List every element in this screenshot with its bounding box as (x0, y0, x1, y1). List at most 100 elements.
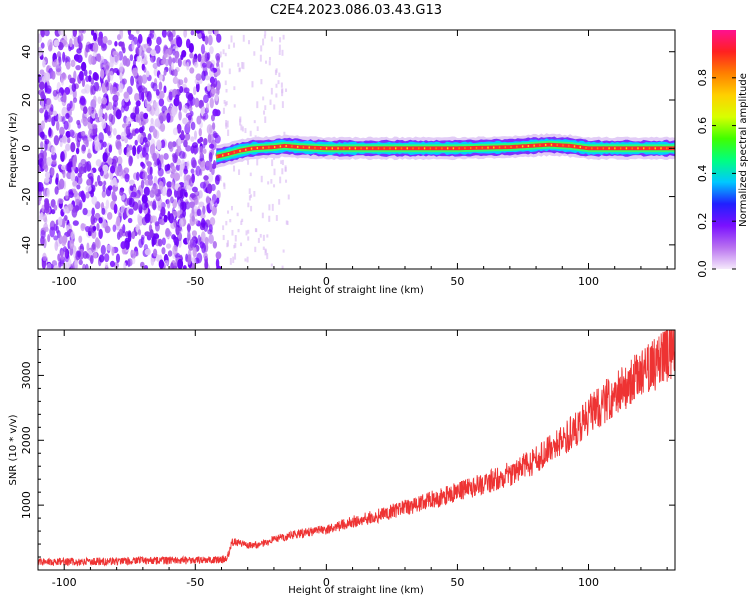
noise-blob (44, 177, 50, 183)
noise-blob (140, 236, 145, 246)
noise-blob (101, 82, 106, 93)
signal-peak (314, 146, 316, 149)
noise-blob (93, 32, 98, 42)
noise-blob (48, 127, 52, 137)
noise-blob (100, 68, 105, 79)
noise-blob (141, 57, 145, 64)
noise-speckle (275, 215, 278, 221)
noise-blob (76, 184, 81, 190)
noise-blob (86, 178, 92, 186)
signal-peak (481, 146, 483, 149)
noise-blob (106, 124, 111, 135)
signal-peak (470, 147, 472, 150)
noise-blob (39, 131, 45, 138)
noise-blob (40, 141, 44, 149)
noise-speckle (277, 80, 280, 85)
noise-blob (209, 200, 213, 211)
noise-blob (69, 38, 73, 48)
noise-blob (207, 173, 214, 183)
noise-blob (156, 254, 160, 262)
noise-speckle (254, 228, 257, 232)
noise-blob (82, 207, 88, 216)
noise-blob (134, 139, 138, 146)
noise-blob (208, 143, 215, 149)
noise-blob (183, 107, 188, 114)
noise-speckle (279, 37, 282, 43)
noise-speckle (254, 246, 257, 253)
noise-blob (123, 91, 129, 99)
noise-speckle (253, 191, 256, 197)
noise-blob (70, 171, 76, 182)
noise-blob (166, 181, 173, 188)
noise-blob (53, 59, 60, 67)
signal-peak (579, 146, 581, 149)
noise-blob (212, 240, 217, 249)
noise-blob (79, 95, 86, 106)
noise-blob (91, 241, 96, 250)
signal-peak (568, 144, 570, 147)
noise-speckle (248, 40, 251, 45)
noise-blob (164, 58, 170, 67)
noise-blob (170, 221, 177, 230)
noise-blob (42, 252, 47, 262)
noise-blob (81, 88, 87, 94)
signal-peak (585, 146, 587, 149)
noise-speckle (266, 252, 269, 260)
noise-blob (105, 199, 110, 209)
noise-blob (190, 168, 195, 174)
noise-speckle (264, 116, 267, 123)
noise-blob (74, 53, 80, 63)
noise-blob (179, 188, 186, 200)
noise-speckle (259, 54, 262, 62)
noise-blob (92, 42, 99, 53)
noise-speckle (244, 258, 247, 262)
noise-blob (119, 62, 124, 73)
noise-blob (62, 92, 67, 103)
noise-speckle (219, 175, 222, 182)
noise-blob (80, 158, 87, 166)
noise-blob (154, 118, 161, 128)
noise-speckle (222, 234, 225, 241)
noise-blob (185, 145, 192, 152)
signal-peak (596, 147, 599, 150)
noise-speckle (281, 265, 284, 269)
noise-blob (140, 261, 145, 268)
noise-blob (156, 139, 162, 151)
noise-blob (81, 193, 86, 203)
noise-blob (172, 244, 178, 256)
noise-blob (80, 61, 87, 72)
noise-blob (101, 43, 107, 52)
colorbar-tick-label: 0.4 (696, 165, 709, 183)
signal-peak (308, 146, 310, 149)
noise-blob (85, 191, 90, 199)
noise-blob (50, 146, 56, 156)
noise-blob (138, 90, 143, 101)
noise-blob (151, 215, 158, 223)
noise-blob (51, 159, 57, 165)
noise-blob (112, 127, 117, 136)
signal-peak (337, 147, 339, 150)
noise-blob (132, 67, 138, 77)
signal-peak (222, 154, 224, 157)
noise-blob (116, 215, 121, 227)
noise-blob (216, 265, 222, 269)
noise-blob (147, 133, 152, 141)
noise-blob (101, 120, 107, 129)
noise-blob (68, 129, 75, 137)
noise-blob (141, 201, 148, 211)
noise-blob (47, 39, 53, 50)
noise-speckle (242, 62, 245, 70)
noise-blob (86, 160, 92, 172)
noise-speckle (256, 101, 259, 109)
signal-peak (233, 151, 235, 154)
noise-blob (40, 30, 45, 38)
noise-blob (190, 121, 196, 131)
noise-blob (123, 262, 127, 269)
noise-speckle (248, 195, 251, 201)
noise-blob (96, 53, 102, 63)
noise-blob (207, 183, 213, 194)
noise-blob (55, 64, 62, 73)
noise-blob (65, 143, 71, 152)
noise-blob (192, 239, 197, 248)
noise-blob (170, 196, 174, 204)
